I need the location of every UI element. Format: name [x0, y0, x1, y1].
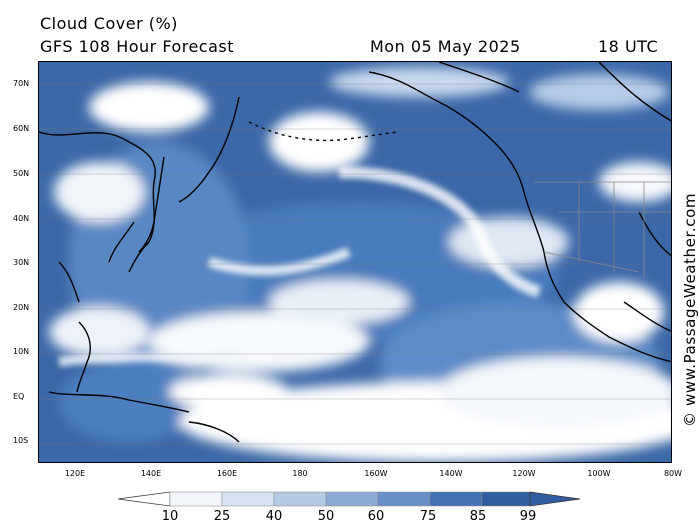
forecast-label: GFS 108 Hour Forecast	[40, 37, 235, 56]
legend-tick-label: 85	[469, 509, 487, 524]
map-title: Cloud Cover (%)	[40, 14, 178, 33]
lat-label: 20N	[13, 303, 30, 312]
lat-label: EQ	[13, 392, 25, 401]
coastlines	[39, 62, 671, 443]
lon-label: 140E	[140, 469, 162, 478]
legend-tick-label: 99	[519, 509, 537, 524]
legend-tick-label: 25	[213, 509, 231, 524]
legend-swatch	[325, 491, 379, 507]
lon-label: 140W	[439, 469, 463, 478]
legend-low-arrow	[118, 491, 171, 507]
lat-label: 40N	[13, 214, 30, 223]
legend-tick-label: 50	[317, 509, 335, 524]
site-credit: © www.PassageWeather.com	[681, 192, 699, 427]
lat-label: 10S	[13, 436, 29, 445]
lat-label: 30N	[13, 258, 30, 267]
legend-swatch	[169, 491, 223, 507]
lat-label: 50N	[13, 169, 30, 178]
color-legend	[118, 491, 581, 507]
legend-tick-label: 40	[265, 509, 283, 524]
lon-label: 80W	[663, 469, 683, 478]
legend-swatch	[221, 491, 275, 507]
lon-label: 100W	[587, 469, 611, 478]
lon-label: 160E	[216, 469, 238, 478]
legend-tick-label: 60	[367, 509, 385, 524]
lat-label: 60N	[13, 124, 30, 133]
lon-label: 120E	[64, 469, 86, 478]
legend-tick-label: 75	[419, 509, 437, 524]
lon-label: 180	[292, 469, 308, 478]
legend-swatch	[377, 491, 431, 507]
lon-label: 160W	[364, 469, 388, 478]
legend-tick-label: 10	[161, 509, 179, 524]
cloud-cover-map	[38, 61, 672, 463]
legend-swatch	[481, 491, 531, 507]
legend-swatch	[273, 491, 327, 507]
legend-high-arrow	[529, 491, 581, 507]
forecast-time: 18 UTC	[598, 37, 659, 56]
lon-label: 120W	[512, 469, 536, 478]
lat-label: 10N	[13, 347, 30, 356]
forecast-date: Mon 05 May 2025	[370, 37, 521, 56]
map-canvas	[39, 62, 671, 462]
lat-label: 70N	[13, 79, 30, 88]
legend-swatch	[429, 491, 483, 507]
